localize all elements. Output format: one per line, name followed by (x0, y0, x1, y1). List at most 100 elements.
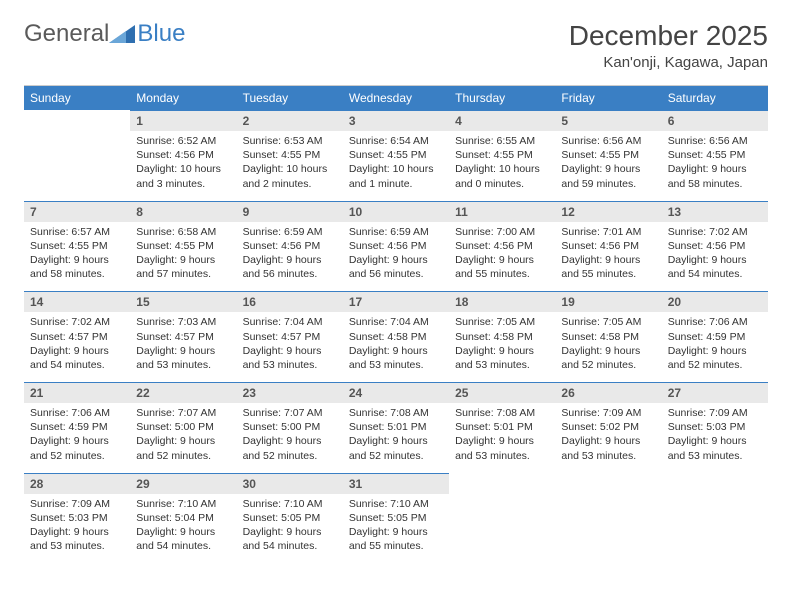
day-number: 9 (237, 201, 343, 222)
day-number: 11 (449, 201, 555, 222)
calendar-table: SundayMondayTuesdayWednesdayThursdayFrid… (24, 85, 768, 563)
dow-cell: Thursday (449, 86, 555, 111)
day-number: 30 (237, 473, 343, 494)
day-cell: 27Sunrise: 7:09 AMSunset: 5:03 PMDayligh… (662, 382, 768, 473)
day-details: Sunrise: 7:07 AMSunset: 5:00 PMDaylight:… (130, 403, 236, 473)
dow-cell: Wednesday (343, 86, 449, 111)
day-number: 26 (555, 382, 661, 403)
day-number: 5 (555, 110, 661, 131)
day-cell (555, 473, 661, 564)
dow-cell: Friday (555, 86, 661, 111)
day-details: Sunrise: 7:06 AMSunset: 4:59 PMDaylight:… (24, 403, 130, 473)
day-number: 10 (343, 201, 449, 222)
day-details: Sunrise: 7:05 AMSunset: 4:58 PMDaylight:… (555, 312, 661, 382)
day-cell: 5Sunrise: 6:56 AMSunset: 4:55 PMDaylight… (555, 110, 661, 201)
day-details: Sunrise: 7:10 AMSunset: 5:05 PMDaylight:… (343, 494, 449, 564)
day-cell: 2Sunrise: 6:53 AMSunset: 4:55 PMDaylight… (237, 110, 343, 201)
day-number: 23 (237, 382, 343, 403)
day-number: 20 (662, 291, 768, 312)
day-details: Sunrise: 7:09 AMSunset: 5:03 PMDaylight:… (24, 494, 130, 564)
day-cell (24, 110, 130, 201)
week-row: 28Sunrise: 7:09 AMSunset: 5:03 PMDayligh… (24, 473, 768, 564)
day-details: Sunrise: 7:01 AMSunset: 4:56 PMDaylight:… (555, 222, 661, 292)
week-row: 1Sunrise: 6:52 AMSunset: 4:56 PMDaylight… (24, 110, 768, 201)
day-cell: 7Sunrise: 6:57 AMSunset: 4:55 PMDaylight… (24, 201, 130, 292)
day-cell: 9Sunrise: 6:59 AMSunset: 4:56 PMDaylight… (237, 201, 343, 292)
day-cell: 28Sunrise: 7:09 AMSunset: 5:03 PMDayligh… (24, 473, 130, 564)
day-number: 17 (343, 291, 449, 312)
day-number: 19 (555, 291, 661, 312)
day-number: 21 (24, 382, 130, 403)
day-cell: 20Sunrise: 7:06 AMSunset: 4:59 PMDayligh… (662, 291, 768, 382)
day-number: 13 (662, 201, 768, 222)
day-cell: 17Sunrise: 7:04 AMSunset: 4:58 PMDayligh… (343, 291, 449, 382)
day-number: 24 (343, 382, 449, 403)
day-cell: 26Sunrise: 7:09 AMSunset: 5:02 PMDayligh… (555, 382, 661, 473)
day-number: 28 (24, 473, 130, 494)
day-cell (662, 473, 768, 564)
day-details: Sunrise: 7:10 AMSunset: 5:04 PMDaylight:… (130, 494, 236, 564)
day-number: 12 (555, 201, 661, 222)
day-cell: 8Sunrise: 6:58 AMSunset: 4:55 PMDaylight… (130, 201, 236, 292)
day-details: Sunrise: 6:56 AMSunset: 4:55 PMDaylight:… (555, 131, 661, 201)
day-details: Sunrise: 7:04 AMSunset: 4:58 PMDaylight:… (343, 312, 449, 382)
day-cell: 31Sunrise: 7:10 AMSunset: 5:05 PMDayligh… (343, 473, 449, 564)
header: General Blue December 2025 Kan'onji, Kag… (24, 20, 768, 71)
day-details: Sunrise: 7:00 AMSunset: 4:56 PMDaylight:… (449, 222, 555, 292)
day-cell: 13Sunrise: 7:02 AMSunset: 4:56 PMDayligh… (662, 201, 768, 292)
day-cell: 4Sunrise: 6:55 AMSunset: 4:55 PMDaylight… (449, 110, 555, 201)
day-number: 14 (24, 291, 130, 312)
title-block: December 2025 Kan'onji, Kagawa, Japan (569, 20, 768, 71)
day-cell: 22Sunrise: 7:07 AMSunset: 5:00 PMDayligh… (130, 382, 236, 473)
day-details: Sunrise: 7:02 AMSunset: 4:56 PMDaylight:… (662, 222, 768, 292)
day-number: 25 (449, 382, 555, 403)
day-cell: 29Sunrise: 7:10 AMSunset: 5:04 PMDayligh… (130, 473, 236, 564)
day-details: Sunrise: 6:53 AMSunset: 4:55 PMDaylight:… (237, 131, 343, 201)
day-cell: 3Sunrise: 6:54 AMSunset: 4:55 PMDaylight… (343, 110, 449, 201)
day-of-week-header: SundayMondayTuesdayWednesdayThursdayFrid… (24, 86, 768, 111)
logo: General Blue (24, 20, 185, 48)
day-cell: 15Sunrise: 7:03 AMSunset: 4:57 PMDayligh… (130, 291, 236, 382)
day-details: Sunrise: 7:05 AMSunset: 4:58 PMDaylight:… (449, 312, 555, 382)
dow-cell: Monday (130, 86, 236, 111)
day-cell: 6Sunrise: 6:56 AMSunset: 4:55 PMDaylight… (662, 110, 768, 201)
week-row: 21Sunrise: 7:06 AMSunset: 4:59 PMDayligh… (24, 382, 768, 473)
day-number: 4 (449, 110, 555, 131)
day-number: 22 (130, 382, 236, 403)
day-details: Sunrise: 6:55 AMSunset: 4:55 PMDaylight:… (449, 131, 555, 201)
dow-cell: Saturday (662, 86, 768, 111)
day-details: Sunrise: 7:09 AMSunset: 5:02 PMDaylight:… (555, 403, 661, 473)
day-cell: 14Sunrise: 7:02 AMSunset: 4:57 PMDayligh… (24, 291, 130, 382)
day-details: Sunrise: 6:52 AMSunset: 4:56 PMDaylight:… (130, 131, 236, 201)
day-cell: 19Sunrise: 7:05 AMSunset: 4:58 PMDayligh… (555, 291, 661, 382)
day-details: Sunrise: 7:09 AMSunset: 5:03 PMDaylight:… (662, 403, 768, 473)
day-cell: 10Sunrise: 6:59 AMSunset: 4:56 PMDayligh… (343, 201, 449, 292)
day-cell: 1Sunrise: 6:52 AMSunset: 4:56 PMDaylight… (130, 110, 236, 201)
day-details: Sunrise: 7:08 AMSunset: 5:01 PMDaylight:… (449, 403, 555, 473)
day-number: 18 (449, 291, 555, 312)
week-row: 7Sunrise: 6:57 AMSunset: 4:55 PMDaylight… (24, 201, 768, 292)
day-details: Sunrise: 7:07 AMSunset: 5:00 PMDaylight:… (237, 403, 343, 473)
day-number: 8 (130, 201, 236, 222)
day-number: 6 (662, 110, 768, 131)
day-details: Sunrise: 7:06 AMSunset: 4:59 PMDaylight:… (662, 312, 768, 382)
day-cell: 24Sunrise: 7:08 AMSunset: 5:01 PMDayligh… (343, 382, 449, 473)
day-cell: 16Sunrise: 7:04 AMSunset: 4:57 PMDayligh… (237, 291, 343, 382)
day-details: Sunrise: 6:59 AMSunset: 4:56 PMDaylight:… (343, 222, 449, 292)
day-cell (449, 473, 555, 564)
day-cell: 11Sunrise: 7:00 AMSunset: 4:56 PMDayligh… (449, 201, 555, 292)
day-cell: 18Sunrise: 7:05 AMSunset: 4:58 PMDayligh… (449, 291, 555, 382)
day-number: 1 (130, 110, 236, 131)
day-details: Sunrise: 6:57 AMSunset: 4:55 PMDaylight:… (24, 222, 130, 292)
day-details: Sunrise: 6:56 AMSunset: 4:55 PMDaylight:… (662, 131, 768, 201)
logo-text-general: General (24, 20, 109, 48)
day-number: 29 (130, 473, 236, 494)
dow-cell: Sunday (24, 86, 130, 111)
logo-sail-icon (109, 22, 135, 40)
day-details: Sunrise: 7:08 AMSunset: 5:01 PMDaylight:… (343, 403, 449, 473)
day-details: Sunrise: 7:10 AMSunset: 5:05 PMDaylight:… (237, 494, 343, 564)
day-details: Sunrise: 6:58 AMSunset: 4:55 PMDaylight:… (130, 222, 236, 292)
day-cell: 25Sunrise: 7:08 AMSunset: 5:01 PMDayligh… (449, 382, 555, 473)
day-cell: 30Sunrise: 7:10 AMSunset: 5:05 PMDayligh… (237, 473, 343, 564)
day-number: 31 (343, 473, 449, 494)
